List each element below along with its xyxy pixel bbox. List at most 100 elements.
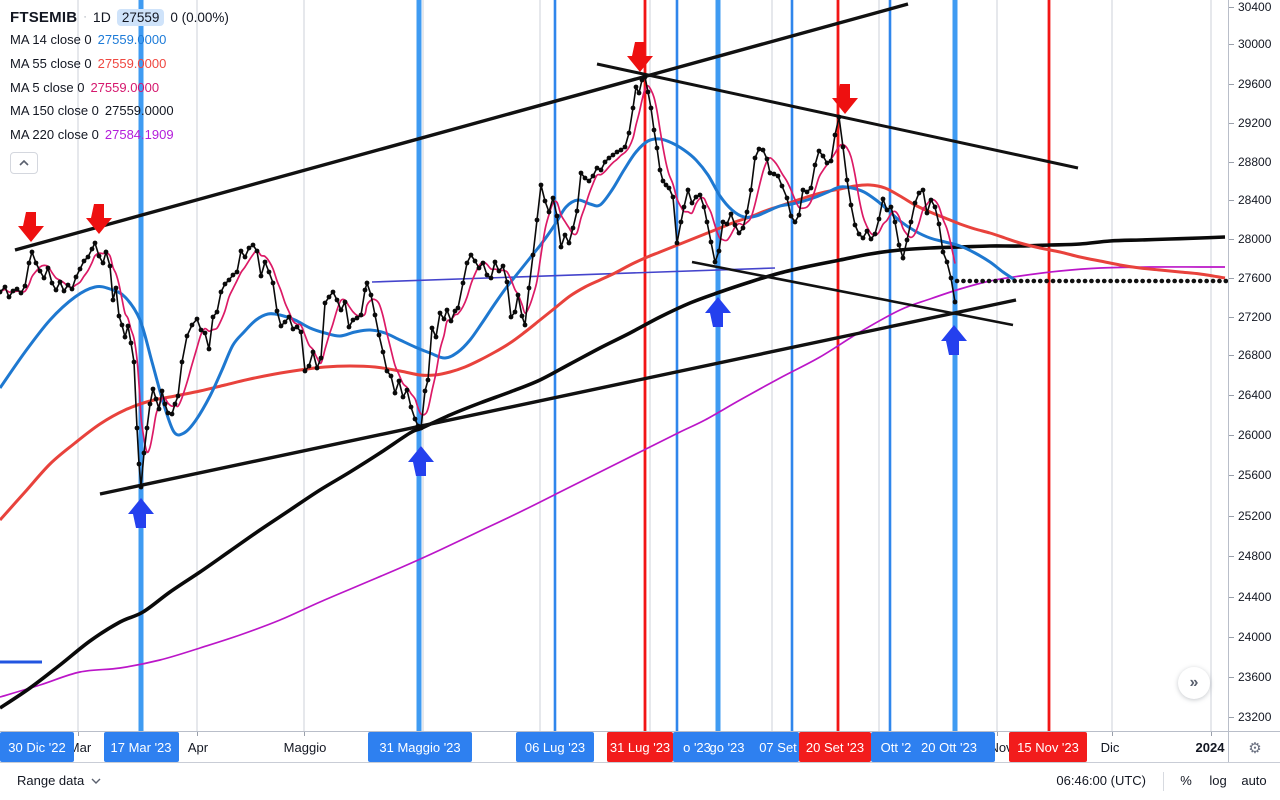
ma220-line: [0, 266, 1225, 698]
ma-legend-row[interactable]: MA 220 close 0 27584.1909: [10, 123, 229, 147]
red-date-badge: [1009, 732, 1087, 762]
legend: FTSEMIB · 1D 27559 0 (0.00%) MA 14 close…: [10, 6, 229, 175]
%-toggle-button[interactable]: %: [1180, 773, 1192, 788]
range-data-button[interactable]: Range data: [17, 773, 101, 788]
rising-channel-top[interactable]: [14, 2, 909, 252]
red-down-arrow[interactable]: [832, 84, 858, 114]
date-badge-label: 30 Dic '22: [8, 740, 66, 755]
horizontal-indigo-line[interactable]: [371, 267, 776, 283]
red-date-badge: [607, 732, 673, 762]
price-tick: [1229, 200, 1234, 201]
more-drawings-button[interactable]: »: [1178, 667, 1210, 699]
time-axis-label: Dic: [1100, 740, 1120, 755]
ma-legend-row[interactable]: MA 5 close 0 27559.0000: [10, 75, 229, 99]
price-tick: [1229, 355, 1234, 356]
ma-value: 27559.0000: [97, 32, 167, 48]
axis-settings-corner[interactable]: ⚙: [1228, 731, 1280, 763]
blue-up-arrow[interactable]: [128, 498, 154, 528]
blue-up-arrow[interactable]: [705, 297, 731, 327]
time-axis[interactable]: Mar Apr Maggio Nov Dic 2024 30 Dic '22 17 Mar '…: [0, 731, 1228, 763]
price-axis-label: 28000: [1238, 232, 1272, 246]
ma-legend-row[interactable]: MA 55 close 0 27559.0000: [10, 52, 229, 76]
legend-collapse-button[interactable]: [10, 152, 38, 175]
chart-canvas[interactable]: [0, 0, 1228, 731]
price-tick: [1229, 162, 1234, 163]
price-dots: [0, 74, 958, 490]
chart-area[interactable]: [0, 0, 1228, 731]
ma55-line: [0, 183, 1226, 521]
date-badge-label: 31 Lug '23: [609, 740, 671, 755]
price-tick: [1229, 123, 1234, 124]
signal-arrows[interactable]: [18, 42, 967, 528]
red-down-arrow[interactable]: [86, 204, 112, 234]
last-price-badge: 27559: [116, 8, 165, 26]
month-gridlines: [77, 0, 1212, 731]
ma-value: 27559.0000: [90, 79, 160, 95]
red-down-arrow[interactable]: [18, 212, 44, 242]
blue-date-badge: [516, 732, 594, 762]
clock-utc[interactable]: 06:46:00 (UTC): [1056, 773, 1146, 788]
price-tick: [1229, 597, 1234, 598]
time-axis-label: Mar: [68, 740, 92, 755]
price-axis-label: 27600: [1238, 271, 1272, 285]
price-tick: [1229, 637, 1234, 638]
price-axis-label: 26000: [1238, 428, 1272, 442]
price-tick: [1229, 475, 1234, 476]
date-badge-label: Ott '2: [880, 740, 912, 755]
rising-support[interactable]: [99, 298, 1017, 496]
date-badge-label: 31 Maggio '23: [379, 740, 461, 755]
range-data-label: Range data: [17, 773, 85, 788]
ma-value: 27559.0000: [97, 56, 167, 72]
price-tick: [1229, 556, 1234, 557]
blue-date-badge: [0, 732, 74, 762]
ma-legend-row[interactable]: MA 14 close 0 27559.0000: [10, 28, 229, 52]
price-axis-label: 25600: [1238, 468, 1272, 482]
legend-title-row[interactable]: FTSEMIB · 1D 27559 0 (0.00%): [10, 6, 229, 28]
price-axis-label: 30400: [1238, 0, 1272, 14]
symbol-name: FTSEMIB: [10, 8, 78, 26]
gear-icon[interactable]: ⚙: [1248, 739, 1262, 757]
double-chevron-right-icon: »: [1189, 674, 1199, 691]
red-down-arrow[interactable]: [627, 42, 653, 72]
price-axis-label: 23200: [1238, 710, 1272, 724]
short-descending[interactable]: [691, 260, 1014, 327]
price-tick: [1229, 317, 1234, 318]
price-axis-label: 24800: [1238, 549, 1272, 563]
trendlines[interactable]: [14, 2, 1079, 496]
price-axis-label: 24000: [1238, 630, 1272, 644]
time-tick: [197, 732, 198, 736]
date-badge-label: 17 Mar '23: [110, 740, 172, 755]
vertical-event-lines[interactable]: [138, 0, 1051, 731]
red-date-badge: [799, 732, 871, 762]
date-badge-label: 20 Set '23: [805, 740, 865, 755]
blue-up-arrow[interactable]: [408, 446, 434, 476]
date-badge-label: go '23: [709, 740, 745, 755]
price-axis-label: 24400: [1238, 590, 1272, 604]
price-axis-label: 28400: [1238, 193, 1272, 207]
ma-label: MA 150 close 0: [10, 103, 99, 119]
auto-toggle-button[interactable]: auto: [1241, 773, 1267, 788]
separator-dot: ·: [83, 11, 87, 23]
chevron-down-icon: [91, 778, 101, 784]
price-axis-label: 26400: [1238, 388, 1272, 402]
price-axis-label: 28800: [1238, 155, 1272, 169]
blue-date-badge: [871, 732, 995, 762]
ma-label: MA 55 close 0: [10, 56, 92, 72]
price-axis-label: 25200: [1238, 509, 1272, 523]
log-toggle-button[interactable]: log: [1209, 773, 1227, 788]
date-badge-label: 20 Ott '23: [921, 740, 977, 755]
toolbar-divider: [1163, 772, 1164, 791]
price-axis[interactable]: 30400 30000 29600 29200 28800 28400 28000 27600…: [1228, 0, 1280, 731]
price-axis-label: 30000: [1238, 37, 1272, 51]
time-tick: [1112, 732, 1113, 736]
timeframe-label[interactable]: 1D: [92, 9, 111, 25]
bottom-toolbar: Range data 06:46:00 (UTC) % log auto: [0, 762, 1280, 800]
blue-up-arrow[interactable]: [941, 325, 967, 355]
price-tick: [1229, 677, 1234, 678]
time-tick: [304, 732, 305, 736]
blue-date-badge: [104, 732, 179, 762]
price-tick: [1229, 395, 1234, 396]
ma-legend-row[interactable]: MA 150 close 0 27559.0000: [10, 99, 229, 123]
price-tick: [1229, 7, 1234, 8]
